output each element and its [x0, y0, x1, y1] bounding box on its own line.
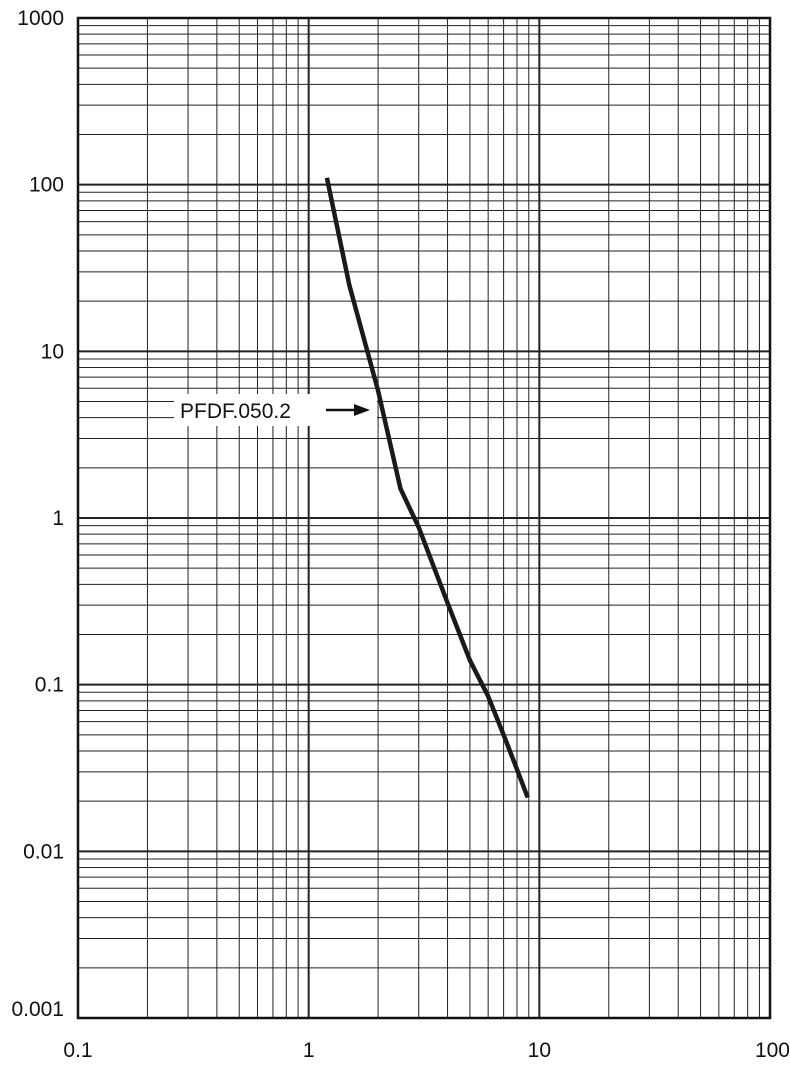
y-tick-label: 1000 — [17, 7, 64, 30]
annotation-layer: PFDF.050.2 — [174, 394, 377, 426]
y-tick-label: 100 — [29, 174, 64, 197]
y-tick-label: 1 — [52, 507, 64, 530]
x-tick-label: 1 — [303, 1039, 315, 1062]
grid — [77, 18, 770, 1019]
annotation-arrow-head — [354, 404, 370, 416]
x-tick-label: 100 — [755, 1039, 790, 1062]
plot-frame — [76, 16, 772, 1020]
y-tick-label: 0.001 — [11, 998, 64, 1021]
series-layer — [324, 177, 530, 799]
x-tick-label: 0.1 — [63, 1039, 92, 1062]
annotation-label-background — [174, 394, 314, 426]
plot-border — [76, 16, 772, 1020]
x-axis-tick-labels: 0.1 1 10 100 — [63, 1039, 790, 1062]
annotation-label: PFDF.050.2 — [180, 400, 291, 423]
y-axis-tick-labels: 1000 100 10 1 0.1 0.01 0.001 — [11, 7, 64, 1021]
y-tick-label: 0.01 — [23, 840, 64, 863]
x-tick-label: 10 — [528, 1039, 551, 1062]
y-tick-label: 0.1 — [35, 674, 64, 697]
series-line — [324, 177, 530, 799]
y-tick-label: 10 — [41, 340, 64, 363]
